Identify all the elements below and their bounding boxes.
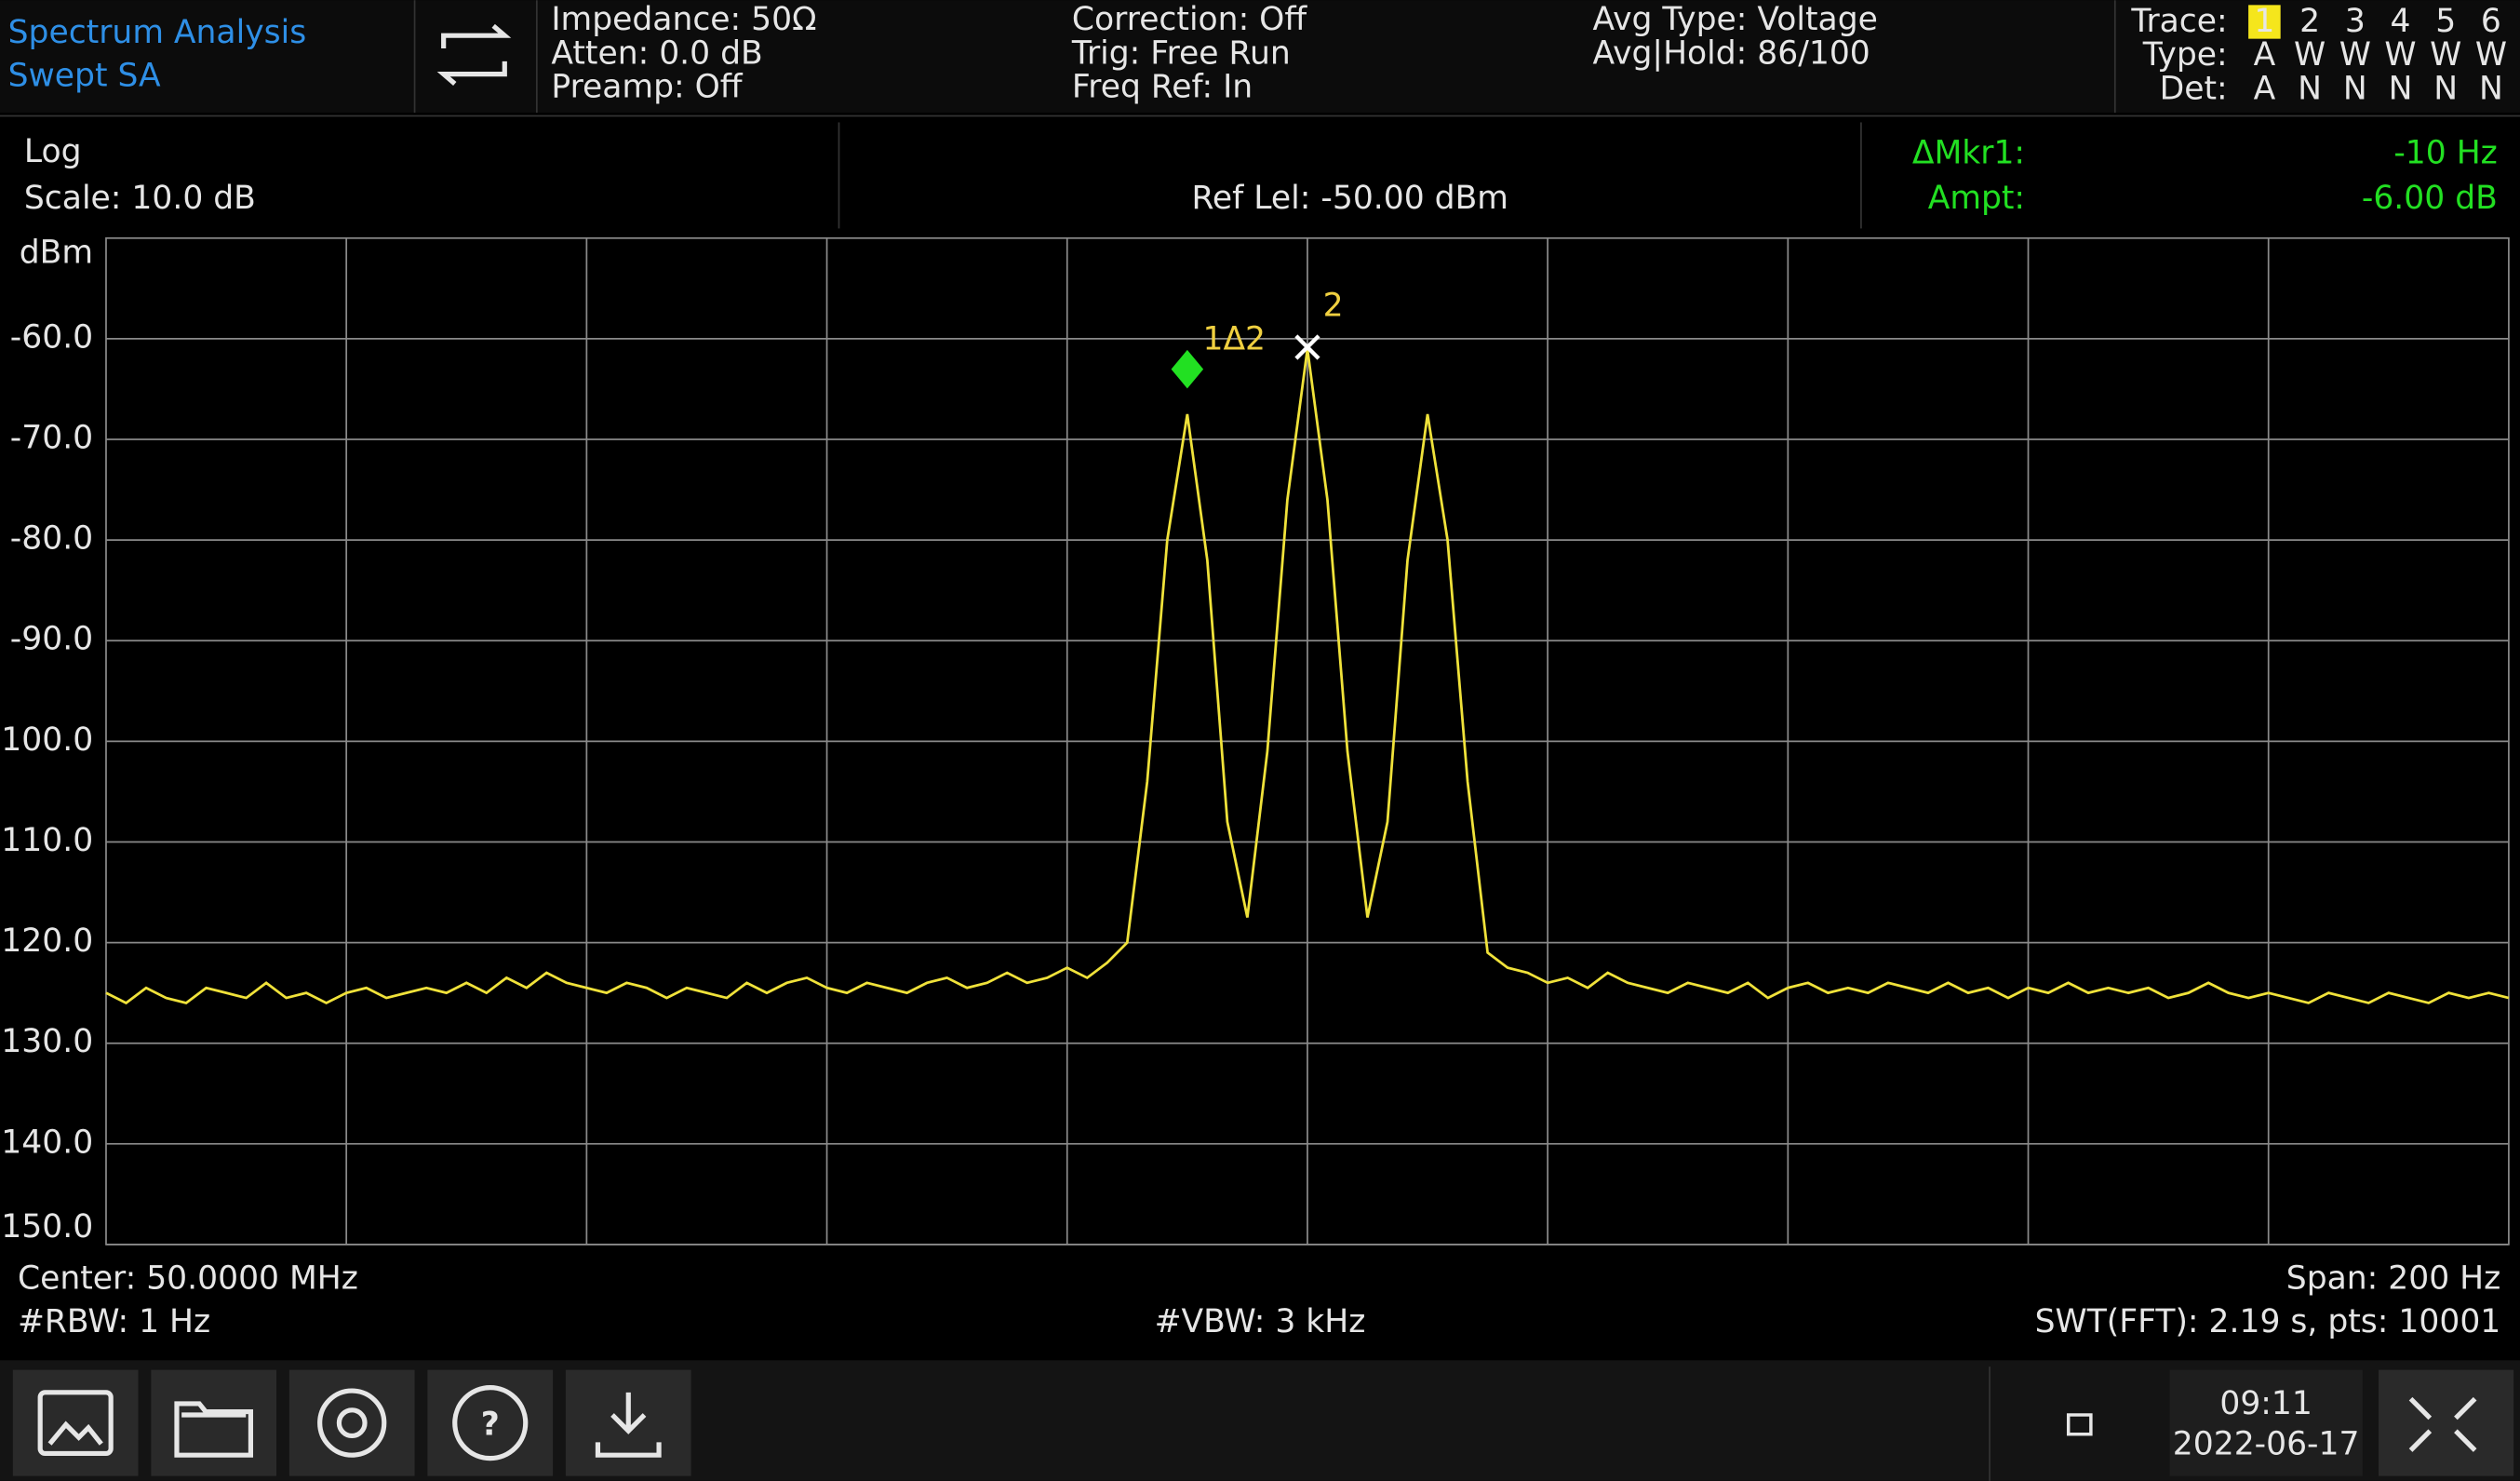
marker-label: 2: [1323, 287, 1344, 324]
y-axis-label: dBm: [20, 235, 93, 272]
status-text: Preamp: Off: [551, 69, 743, 106]
trace-number[interactable]: 6: [2481, 3, 2501, 40]
trace-det: N: [2343, 70, 2367, 107]
sweep-toggle[interactable]: [436, 23, 512, 86]
trace-number[interactable]: 4: [2391, 3, 2411, 40]
trace-det: A: [2254, 70, 2276, 107]
screenshot-button[interactable]: [12, 1369, 139, 1476]
ref-level: Ref Lel: -50.00 dBm: [1191, 180, 1508, 217]
status-text: Impedance: 50Ω: [551, 1, 816, 38]
y-tick-label: -110.0: [0, 822, 93, 859]
trace-det: N: [2298, 70, 2322, 107]
trace-det: N: [2433, 70, 2458, 107]
marker-delta: [1171, 349, 1204, 389]
trace-number[interactable]: 1: [2254, 3, 2274, 40]
status-text: Avg Type: Voltage: [1592, 1, 1877, 38]
status-text: Trig: Free Run: [1071, 34, 1291, 72]
help-button[interactable]: ?: [427, 1369, 554, 1476]
app-mode[interactable]: Swept SA: [8, 58, 161, 95]
plot: -60.0 -70.0 -80.0 -90.0 -100.0 -110.0 -120.0 -1…: [0, 236, 2510, 1245]
y-tick-label: -80.0: [10, 520, 93, 558]
scale: Scale: 10.0 dB: [24, 180, 256, 217]
center: Center: 50.0000 MHz: [18, 1259, 358, 1297]
trace-type: W: [2384, 36, 2416, 74]
clock-box: [2169, 1369, 2363, 1476]
trace-det: N: [2479, 70, 2503, 107]
trace-number[interactable]: 3: [2345, 3, 2366, 40]
svg-text:?: ?: [481, 1407, 500, 1444]
network-icon: [2066, 1413, 2093, 1436]
sweep-time: SWT(FFT): 2.19 s, pts: 10001: [2035, 1303, 2501, 1340]
rbw: #RBW: 1 Hz: [18, 1303, 210, 1340]
scale-type: Log: [24, 133, 82, 170]
save-button[interactable]: [565, 1369, 691, 1476]
vbw: #VBW: 3 kHz: [1155, 1303, 1366, 1340]
date: 2022-06-17: [2173, 1425, 2360, 1462]
status-text: Atten: 0.0 dB: [551, 34, 762, 72]
y-tick-label: -150.0: [0, 1208, 93, 1245]
status-text: Correction: Off: [1072, 1, 1307, 38]
header-bar: [0, 0, 2520, 114]
trace-type: W: [2339, 36, 2371, 74]
time: 09:11: [2219, 1385, 2312, 1422]
trace-number[interactable]: 5: [2435, 3, 2456, 40]
fullscreen-button[interactable]: [2379, 1369, 2514, 1476]
taskbar: [0, 1360, 2520, 1481]
marker-ref: [1294, 334, 1320, 360]
marker-label: ΔMkr1:: [1912, 134, 2025, 171]
trace-number[interactable]: 2: [2299, 3, 2320, 40]
y-tick-label: -70.0: [10, 420, 93, 457]
trace-det: N: [2389, 70, 2413, 107]
marker-label: 1Δ2: [1202, 321, 1266, 358]
status-text: Avg|Hold: 86/100: [1592, 34, 1870, 72]
trace-type: W: [2475, 36, 2507, 74]
file-button[interactable]: [151, 1369, 277, 1476]
trace-type: A: [2254, 36, 2276, 74]
trace-highlight: [2248, 5, 2281, 39]
settings-button[interactable]: [288, 1369, 415, 1476]
ampt-value: -6.00 dB: [2362, 180, 2498, 217]
trace-row-label: Type:: [2142, 36, 2228, 74]
trace-row-label: Det:: [2160, 70, 2228, 107]
y-tick-label: -60.0: [10, 318, 93, 356]
y-tick-label: -140.0: [0, 1124, 93, 1161]
y-tick-label: -120.0: [0, 922, 93, 960]
app-title[interactable]: Spectrum Analysis: [8, 14, 307, 51]
trace-type: W: [2430, 36, 2461, 74]
span: Span: 200 Hz: [2286, 1259, 2500, 1297]
status-text: Freq Ref: In: [1072, 69, 1253, 106]
y-tick-label: -100.0: [0, 721, 93, 759]
trace-row-label: Trace:: [2130, 3, 2227, 40]
y-tick-label: -130.0: [0, 1023, 93, 1060]
trace-type: W: [2294, 36, 2326, 74]
ampt-label: Ampt:: [1928, 180, 2025, 217]
marker-freq: -10 Hz: [2393, 134, 2497, 171]
y-tick-label: -90.0: [10, 621, 93, 658]
